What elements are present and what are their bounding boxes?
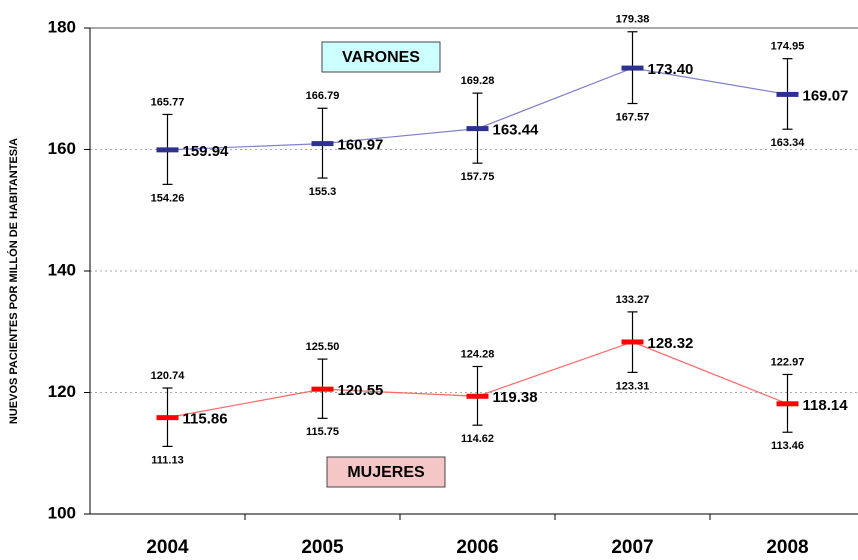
marker bbox=[776, 91, 799, 97]
value-label: 118.14 bbox=[803, 397, 849, 414]
y-tick-label: 140 bbox=[48, 260, 76, 279]
lower-label: 113.46 bbox=[771, 440, 804, 452]
lower-label: 167.57 bbox=[616, 111, 650, 123]
upper-label: 124.28 bbox=[461, 348, 495, 360]
x-tick-label: 2006 bbox=[456, 537, 498, 558]
upper-label: 179.38 bbox=[616, 14, 650, 26]
lower-label: 111.13 bbox=[151, 454, 183, 466]
y-tick-label: 100 bbox=[48, 503, 76, 522]
lower-label: 154.26 bbox=[151, 192, 185, 204]
x-tick-label: 2004 bbox=[146, 537, 189, 558]
lower-label: 155.3 bbox=[309, 186, 337, 198]
legend-label: MUJERES bbox=[347, 464, 425, 481]
marker bbox=[776, 401, 799, 407]
value-label: 169.07 bbox=[803, 87, 849, 104]
upper-label: 125.50 bbox=[306, 341, 340, 353]
legend-box bbox=[321, 41, 441, 73]
x-tick-label: 2007 bbox=[611, 537, 653, 558]
marker bbox=[466, 393, 489, 399]
y-tick-label: 120 bbox=[48, 382, 76, 401]
marker bbox=[621, 339, 644, 345]
y-tick-label: 180 bbox=[48, 17, 76, 36]
x-tick-label: 2005 bbox=[301, 537, 344, 558]
legend-label: VARONES bbox=[342, 49, 420, 66]
marker bbox=[156, 147, 179, 153]
value-label: 163.44 bbox=[493, 122, 540, 139]
value-label: 173.40 bbox=[648, 61, 694, 78]
lower-label: 123.31 bbox=[616, 380, 650, 392]
marker bbox=[621, 65, 644, 71]
legend-box bbox=[326, 456, 446, 488]
value-label: 160.97 bbox=[338, 137, 384, 154]
lower-label: 157.75 bbox=[461, 171, 495, 183]
upper-label: 169.28 bbox=[461, 75, 495, 87]
value-label: 120.55 bbox=[338, 382, 384, 399]
y-tick-label: 160 bbox=[48, 139, 76, 158]
marker bbox=[311, 386, 334, 392]
y-axis-label: NUEVOS PACIENTES POR MILLÓN DE HABITANTE… bbox=[7, 138, 20, 424]
x-tick-label: 2008 bbox=[766, 537, 808, 558]
upper-label: 174.95 bbox=[771, 41, 805, 53]
marker bbox=[466, 126, 489, 132]
value-label: 115.86 bbox=[183, 411, 228, 428]
marker bbox=[311, 141, 334, 147]
marker bbox=[156, 415, 179, 421]
upper-label: 166.79 bbox=[306, 90, 340, 102]
lower-label: 163.34 bbox=[771, 137, 806, 149]
value-label: 128.32 bbox=[648, 335, 694, 352]
upper-label: 133.27 bbox=[616, 294, 650, 306]
upper-label: 165.77 bbox=[151, 96, 185, 108]
upper-label: 120.74 bbox=[151, 370, 186, 382]
value-label: 159.94 bbox=[183, 143, 230, 160]
value-label: 119.38 bbox=[493, 389, 538, 406]
lower-label: 114.62 bbox=[461, 433, 494, 445]
lower-label: 115.75 bbox=[306, 426, 339, 438]
upper-label: 122.97 bbox=[771, 356, 805, 368]
